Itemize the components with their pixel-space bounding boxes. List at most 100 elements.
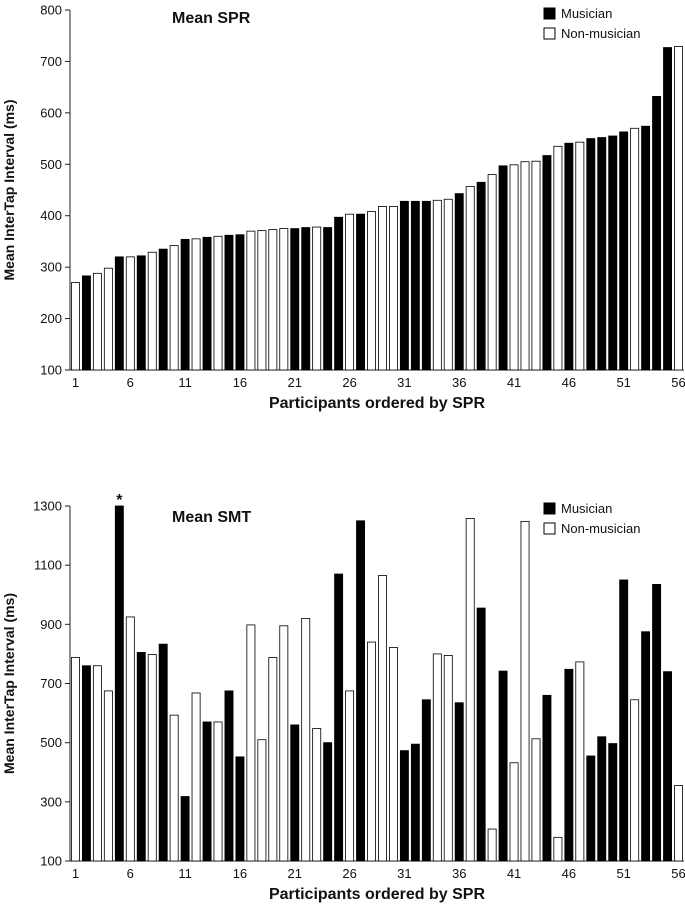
bar-non-musician [553, 145, 563, 371]
bar-musician [498, 670, 508, 862]
x-tick-label: 6 [127, 375, 134, 390]
bar-musician [81, 665, 91, 862]
bar-non-musician [71, 657, 80, 862]
bar-musician [136, 255, 146, 371]
bar-non-musician [257, 230, 267, 371]
bar-non-musician [268, 229, 278, 371]
bar-musician [224, 234, 234, 371]
bar-musician [334, 216, 344, 371]
y-tick-label: 100 [40, 363, 62, 378]
bar-musician [597, 736, 607, 862]
bar-non-musician [279, 228, 289, 371]
bar-non-musician [575, 141, 585, 371]
outlier-asterisk: * [116, 492, 123, 509]
bar-non-musician [71, 282, 80, 371]
x-tick-label: 16 [233, 375, 247, 390]
bar-musician [301, 227, 311, 371]
bar-musician [498, 165, 508, 371]
bar-non-musician [213, 235, 223, 371]
legend-label-musician: Musician [561, 6, 612, 21]
bar-musician [334, 573, 344, 862]
legend-swatch-non-musician [543, 27, 556, 40]
bar-musician [454, 193, 464, 371]
bar-non-musician [465, 185, 475, 371]
y-tick-label: 1300 [33, 499, 62, 514]
x-tick-label: 1 [72, 866, 79, 881]
bar-non-musician [312, 728, 322, 862]
bar-non-musician [213, 721, 223, 862]
legend-swatch-musician [543, 502, 556, 515]
bar-non-musician [432, 199, 442, 371]
y-tick-label: 700 [40, 676, 62, 691]
bar-non-musician [92, 272, 102, 371]
bar-non-musician [147, 654, 157, 862]
bar-non-musician [103, 267, 113, 371]
bar-musician [136, 652, 146, 862]
bar-musician [410, 743, 420, 862]
bar-non-musician [674, 785, 683, 862]
bar-non-musician [147, 251, 157, 371]
bar-non-musician [509, 762, 519, 862]
x-tick-label: 56 [671, 375, 685, 390]
bar-non-musician [367, 641, 376, 862]
x-axis-title: Participants ordered by SPR [269, 395, 486, 412]
legend-label-musician: Musician [561, 501, 612, 516]
bar-non-musician [531, 160, 541, 371]
bar-non-musician [630, 699, 640, 862]
bar-non-musician [487, 828, 497, 862]
y-tick-label: 300 [40, 260, 62, 275]
x-tick-label: 51 [616, 375, 630, 390]
bar-non-musician [103, 690, 113, 862]
y-tick-label: 1100 [34, 558, 62, 573]
y-tick-label: 800 [40, 3, 62, 18]
bar-musician [564, 668, 574, 862]
bar-non-musician [169, 714, 179, 862]
bar-non-musician [257, 739, 267, 862]
x-tick-label: 11 [178, 375, 192, 390]
bar-musician [235, 234, 245, 371]
bar-musician [202, 721, 212, 862]
x-tick-label: 6 [127, 866, 134, 881]
bar-non-musician [125, 256, 135, 371]
x-tick-label: 31 [397, 375, 411, 390]
bar-non-musician [125, 616, 135, 862]
bar-musician [224, 690, 234, 862]
x-tick-label: 36 [452, 375, 466, 390]
bar-musician [608, 743, 618, 862]
x-tick-label: 26 [342, 375, 356, 390]
bar-musician [114, 505, 124, 862]
bar-musician [586, 755, 596, 862]
bar-musician [608, 135, 618, 371]
bar-non-musician [443, 654, 453, 862]
bar-musician [399, 200, 409, 371]
bar-musician [663, 47, 673, 371]
bar-musician [564, 142, 574, 371]
x-tick-label: 41 [507, 866, 521, 881]
bar-musician [235, 756, 245, 862]
bar-non-musician [388, 647, 398, 862]
bar-musician [652, 584, 662, 862]
y-tick-label: 400 [40, 208, 62, 223]
chart-title: Mean SMT [172, 509, 251, 526]
x-tick-label: 36 [452, 866, 466, 881]
bar-non-musician [553, 836, 563, 862]
bar-non-musician [279, 625, 289, 862]
bar-non-musician [246, 230, 256, 371]
bar-musician [663, 671, 673, 862]
bar-musician [619, 579, 629, 862]
legend-swatch-non-musician [543, 522, 556, 535]
y-tick-label: 500 [40, 735, 62, 750]
bar-non-musician [92, 665, 102, 862]
bar-musician [410, 200, 420, 371]
bar-musician [652, 96, 662, 371]
bar-non-musician [465, 518, 475, 862]
bar-non-musician [345, 213, 355, 371]
bar-non-musician [520, 161, 530, 371]
bar-non-musician [191, 692, 201, 862]
legend-label-non-musician: Non-musician [561, 26, 640, 41]
x-tick-label: 51 [616, 866, 630, 881]
bar-non-musician [301, 618, 311, 862]
bar-musician [454, 702, 464, 862]
bar-non-musician [674, 46, 683, 371]
